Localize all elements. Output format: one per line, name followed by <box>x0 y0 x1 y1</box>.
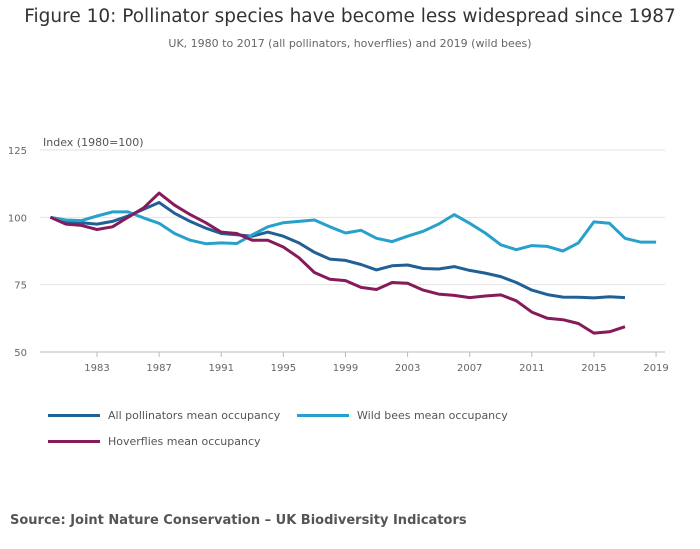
y-tick-label: 100 <box>8 213 27 224</box>
y-tick-label: 50 <box>14 348 27 359</box>
x-tick-label: 2011 <box>519 363 544 374</box>
source-note: Source: Joint Nature Conservation – UK B… <box>10 513 467 528</box>
series-line-2 <box>50 210 657 253</box>
legend-item-wild-bees: Wild bees mean occupancy <box>297 409 508 422</box>
chart-title: Figure 10: Pollinator species have becom… <box>24 6 676 27</box>
legend-swatch <box>48 414 100 417</box>
legend-item-hoverflies: Hoverflies mean occupancy <box>48 435 261 448</box>
series-line-3 <box>49 191 626 335</box>
x-tick-label: 1999 <box>333 363 358 374</box>
y-tick-label: 75 <box>14 281 27 292</box>
x-tick-label: 2007 <box>457 363 482 374</box>
chart-subtitle: UK, 1980 to 2017 (all pollinators, hover… <box>168 37 532 50</box>
x-tick-label: 1991 <box>209 363 234 374</box>
legend-label: All pollinators mean occupancy <box>108 409 281 422</box>
legend-swatch <box>297 414 349 417</box>
x-tick-label: 2003 <box>395 363 420 374</box>
x-tick-label: 1995 <box>271 363 296 374</box>
legend-item-all-pollinators: All pollinators mean occupancy <box>48 409 280 422</box>
legend-label: Hoverflies mean occupancy <box>108 435 261 448</box>
y-tick-label: 125 <box>8 146 27 157</box>
x-tick-label: 1987 <box>146 363 171 374</box>
y-axis-label: Index (1980=100) <box>43 136 144 149</box>
x-tick-label: 2019 <box>643 363 668 374</box>
x-tick-label: 1983 <box>84 363 109 374</box>
legend-label: Wild bees mean occupancy <box>357 409 508 422</box>
legend-swatch <box>48 440 100 443</box>
series-line-1 <box>50 201 626 300</box>
x-tick-label: 2015 <box>581 363 606 374</box>
